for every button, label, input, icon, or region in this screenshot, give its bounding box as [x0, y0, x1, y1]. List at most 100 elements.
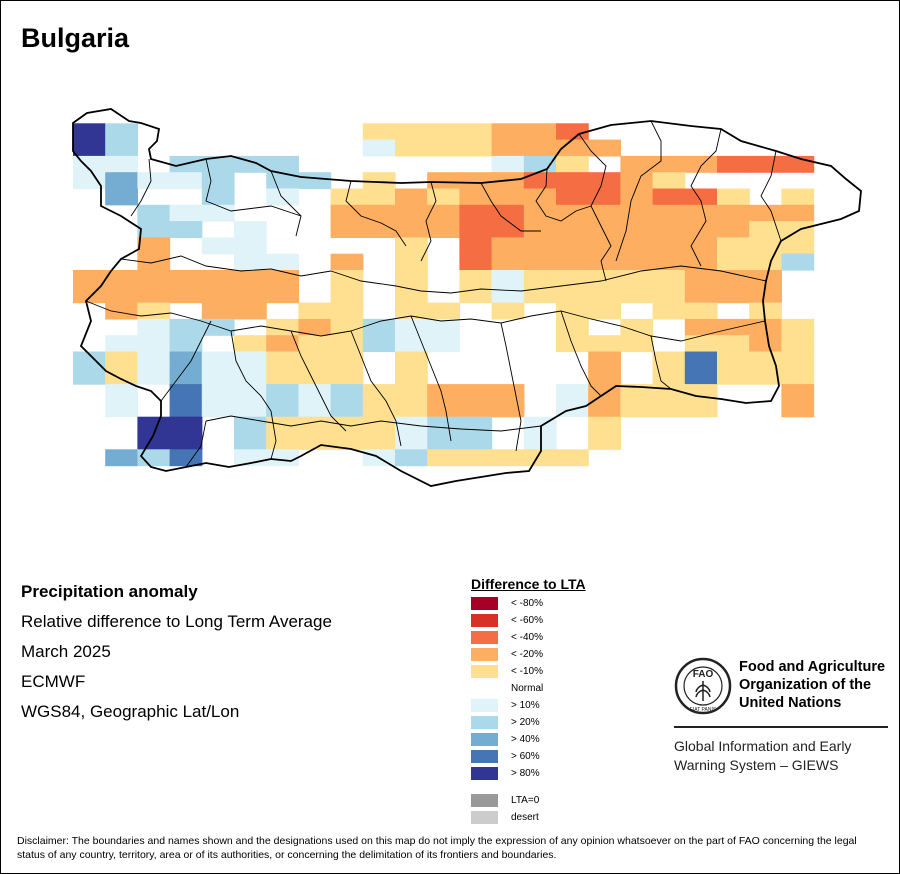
anomaly-cell — [137, 416, 171, 434]
anomaly-cell — [523, 270, 557, 287]
anomaly-cell — [523, 123, 557, 141]
anomaly-cell — [491, 270, 525, 287]
anomaly-cell — [169, 270, 203, 287]
anomaly-cell — [459, 221, 493, 238]
anomaly-cell — [201, 302, 235, 320]
anomaly-cell — [684, 155, 718, 173]
anomaly-cell — [266, 351, 299, 369]
anomaly-cell — [266, 270, 299, 287]
anomaly-cell — [523, 204, 557, 222]
anomaly-cell — [491, 188, 525, 206]
anomaly-cell — [491, 123, 525, 141]
anomaly-cell — [717, 204, 750, 222]
anomaly-cell — [395, 253, 428, 271]
anomaly-cell — [266, 253, 299, 271]
anomaly-cell — [684, 237, 718, 255]
anomaly-cell — [105, 139, 138, 157]
anomaly-cell — [459, 237, 493, 255]
anomaly-cell — [781, 253, 815, 271]
anomaly-cell — [588, 433, 621, 450]
legend-swatch — [471, 767, 498, 780]
anomaly-cell — [330, 302, 364, 320]
anomaly-cell — [73, 367, 106, 385]
anomaly-cell — [523, 188, 557, 206]
anomaly-cell — [717, 237, 750, 255]
country-border — [72, 108, 862, 487]
anomaly-cell — [749, 351, 782, 369]
anomaly-cell — [781, 221, 815, 238]
anomaly-cell — [266, 172, 299, 190]
anomaly-cell — [620, 221, 654, 238]
fao-logo-letters: FAO — [693, 669, 714, 680]
anomaly-cell — [137, 221, 171, 238]
anomaly-cell — [588, 351, 621, 369]
anomaly-cell — [427, 433, 460, 450]
anomaly-cell — [427, 384, 460, 401]
anomaly-cell — [652, 253, 686, 271]
anomaly-cell — [395, 318, 428, 336]
anomaly-cell — [105, 188, 138, 206]
anomaly-cell — [137, 270, 171, 287]
anomaly-cell — [298, 433, 332, 450]
anomaly-cell — [556, 302, 589, 320]
anomaly-cell — [523, 172, 557, 190]
anomaly-cell — [717, 270, 750, 287]
legend-swatch — [471, 750, 498, 763]
anomaly-cell — [395, 351, 428, 369]
legend-label: > 10% — [511, 700, 540, 711]
anomaly-cell — [588, 188, 621, 206]
anomaly-cell — [556, 449, 589, 467]
anomaly-cell — [105, 449, 138, 467]
anomaly-cell — [73, 270, 106, 287]
anomaly-cell — [201, 270, 235, 287]
anomaly-cell — [749, 237, 782, 255]
anomaly-cell — [266, 384, 299, 401]
anomaly-cell — [362, 416, 396, 434]
anomaly-cell — [684, 253, 718, 271]
anomaly-cell — [169, 286, 203, 304]
anomaly-cell — [330, 384, 364, 401]
anomaly-cell — [620, 318, 654, 336]
anomaly-cell — [362, 221, 396, 238]
anomaly-cell — [395, 400, 428, 418]
anomaly-cell — [105, 270, 138, 287]
anomaly-cell — [620, 400, 654, 418]
anomaly-cell — [137, 237, 171, 255]
anomaly-cell — [652, 221, 686, 238]
anomaly-cell — [201, 172, 235, 190]
anomaly-cell — [781, 335, 815, 353]
anomaly-cell — [588, 221, 621, 238]
anomaly-cell — [684, 188, 718, 206]
anomaly-cell — [73, 351, 106, 369]
anomaly-cell — [330, 318, 364, 336]
anomaly-cell — [137, 286, 171, 304]
anomaly-cell — [330, 221, 364, 238]
anomaly-cell — [105, 384, 138, 401]
anomaly-cell — [298, 302, 332, 320]
legend-label: > 20% — [511, 717, 540, 728]
anomaly-cell — [395, 449, 428, 467]
anomaly-cell — [234, 351, 267, 369]
anomaly-cell — [491, 384, 525, 401]
anomaly-cell — [234, 155, 267, 173]
anomaly-cell — [137, 204, 171, 222]
anomaly-cell — [523, 449, 557, 467]
legend-swatch — [471, 682, 498, 695]
anomaly-cell — [749, 335, 782, 353]
anomaly-cell — [234, 367, 267, 385]
fao-logo-motto: FIAT PANIS — [690, 707, 717, 713]
legend-label: > 80% — [511, 768, 540, 779]
legend-label: LTA=0 — [511, 795, 540, 806]
anomaly-cell — [330, 433, 364, 450]
anomaly-cell — [330, 253, 364, 271]
giews-line1: Global Information and Early — [674, 738, 852, 754]
anomaly-cell — [620, 237, 654, 255]
anomaly-cell — [395, 433, 428, 450]
anomaly-cell — [652, 155, 686, 173]
legend-swatch — [471, 794, 498, 807]
anomaly-cell — [137, 367, 171, 385]
anomaly-cell — [137, 318, 171, 336]
anomaly-cell — [491, 400, 525, 418]
anomaly-cell — [459, 286, 493, 304]
anomaly-cell — [588, 286, 621, 304]
